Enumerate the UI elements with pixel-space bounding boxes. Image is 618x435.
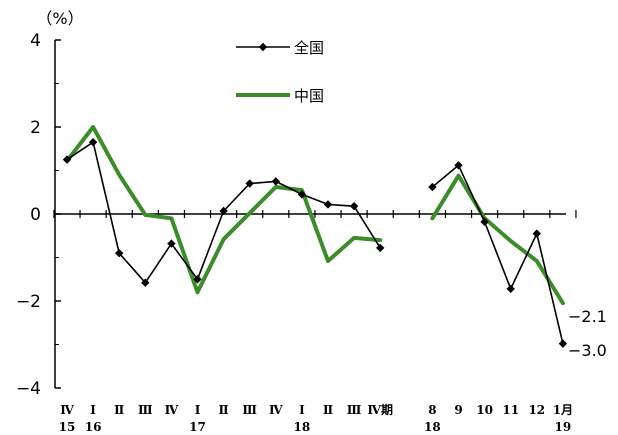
- data-point-zenkoku: [324, 200, 332, 208]
- x-tick-label: 12: [528, 403, 545, 417]
- legend-label-zenkoku: 全国: [294, 39, 324, 57]
- data-point-zenkoku: [507, 285, 515, 293]
- series-line-chugoku: [432, 176, 563, 304]
- x-tick-label: 1月: [553, 403, 573, 417]
- y-tick-label: 0: [30, 205, 41, 225]
- end-label-chugoku: −2.1: [568, 307, 607, 326]
- x-tick-sublabel: 18: [294, 420, 311, 434]
- x-tick-label: Ⅳ: [269, 403, 283, 417]
- legend-label-chugoku: 中国: [294, 87, 324, 105]
- x-tick-label: Ⅰ: [90, 403, 96, 417]
- series-line-zenkoku: [432, 165, 563, 343]
- series-layer: [63, 127, 567, 348]
- annotations: −2.1 −3.0: [568, 307, 607, 360]
- y-tick-label: −4: [16, 379, 41, 399]
- x-tick-label: Ⅳ: [60, 403, 74, 417]
- data-point-zenkoku: [89, 138, 97, 146]
- data-point-zenkoku: [272, 177, 280, 185]
- x-tick-label: 10: [476, 403, 493, 417]
- y-axis-label: （%）: [36, 9, 83, 28]
- data-point-zenkoku: [350, 202, 358, 210]
- x-tick-label: Ⅱ: [219, 403, 229, 417]
- y-tick-label: 4: [30, 31, 41, 51]
- x-tick-label: Ⅱ: [114, 403, 124, 417]
- x-tick-label: 9: [454, 403, 462, 417]
- x-tick-label: Ⅳ: [165, 403, 179, 417]
- x-tick-label: Ⅳ期: [367, 402, 393, 417]
- x-tick-label: Ⅰ: [195, 403, 201, 417]
- end-label-zenkoku: −3.0: [568, 341, 607, 360]
- x-tick-label: 11: [502, 403, 519, 417]
- x-tick-sublabel: 16: [85, 420, 102, 434]
- y-tick-label: 2: [30, 118, 41, 138]
- x-tick-label: 8: [428, 403, 436, 417]
- x-tick-sublabel: 15: [59, 420, 76, 434]
- x-tick-sublabel: 17: [189, 420, 206, 434]
- x-tick-sublabel: 18: [424, 420, 441, 434]
- x-tick-sublabel: 19: [555, 420, 572, 434]
- x-tick-label: Ⅲ: [347, 403, 362, 417]
- x-tick-label: Ⅲ: [138, 403, 153, 417]
- x-tick-label: Ⅰ: [299, 403, 305, 417]
- data-point-zenkoku: [533, 229, 541, 237]
- data-point-zenkoku: [376, 244, 384, 252]
- data-point-zenkoku: [559, 339, 567, 347]
- legend-marker-zenkoku: [259, 43, 267, 51]
- y-tick-label: −2: [16, 292, 41, 312]
- x-tick-label: Ⅱ: [323, 403, 333, 417]
- x-tick-label: Ⅲ: [242, 403, 257, 417]
